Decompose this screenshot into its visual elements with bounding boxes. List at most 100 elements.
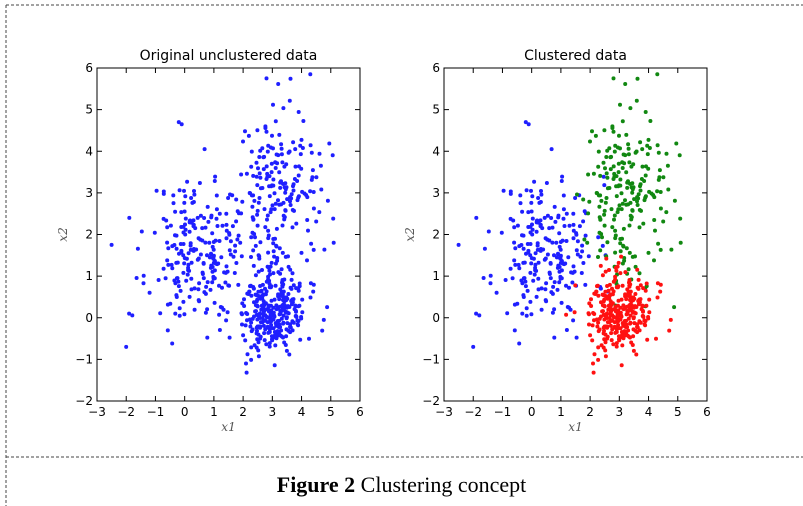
x-tick-label: 2 [239, 405, 247, 419]
scatter-point [602, 183, 607, 188]
scatter-point [556, 251, 560, 256]
scatter-point [262, 338, 267, 343]
scatter-point [275, 329, 280, 334]
scatter-point [526, 210, 531, 215]
scatter-point [512, 328, 517, 333]
scatter-point [512, 258, 517, 263]
scatter-point [624, 170, 629, 175]
scatter-point [539, 286, 544, 291]
scatter-point [166, 262, 171, 267]
scatter-point [561, 193, 566, 198]
scatter-point [183, 227, 188, 232]
scatter-point [543, 298, 548, 303]
scatter-point [638, 140, 643, 145]
scatter-point [602, 303, 606, 308]
scatter-point [266, 330, 271, 335]
scatter-point [293, 164, 298, 169]
scatter-point [624, 132, 629, 137]
scatter-point [655, 281, 660, 286]
scatter-point [266, 250, 271, 255]
scatter-point [637, 225, 642, 230]
scatter-point [291, 140, 296, 145]
scatter-point [669, 247, 674, 252]
scatter-point [264, 289, 269, 294]
scatter-point [285, 197, 290, 202]
scatter-point [281, 106, 286, 111]
scatter-point [552, 307, 557, 312]
y-tick-label: 6 [432, 61, 440, 75]
scatter-point [598, 263, 603, 268]
scatter-point [658, 247, 663, 252]
x-axis-label: x1 [221, 420, 235, 434]
scatter-point [170, 244, 175, 249]
scatter-point [518, 193, 523, 198]
scatter-point [603, 269, 608, 274]
scatter-point [632, 197, 637, 202]
scatter-point [273, 283, 278, 288]
caption-text: Clustering concept [355, 472, 527, 497]
scatter-point [232, 271, 237, 275]
scatter-point [197, 281, 202, 286]
scatter-point [545, 252, 550, 257]
scatter-point [271, 177, 276, 182]
scatter-point [529, 261, 534, 266]
scatter-point [635, 285, 640, 290]
scatter-point [267, 194, 272, 199]
scatter-point [613, 265, 618, 270]
scatter-point [201, 261, 206, 265]
scatter-point [139, 229, 144, 234]
scatter-point [643, 288, 648, 293]
scatter-point [279, 267, 284, 272]
scatter-point [281, 320, 286, 325]
scatter-point [224, 211, 229, 216]
scatter-point [608, 155, 613, 160]
y-tick-label: −2 [75, 394, 93, 408]
scatter-point [286, 254, 290, 259]
scatter-point [275, 256, 280, 260]
scatter-point [279, 293, 284, 298]
scatter-point [161, 266, 166, 271]
scatter-point [262, 331, 267, 336]
scatter-point [626, 142, 631, 147]
scatter-point [250, 327, 255, 332]
scatter-point [191, 218, 196, 223]
scatter-point [225, 310, 230, 315]
scatter-point [320, 328, 325, 333]
scatter-point [559, 268, 564, 273]
scatter-point [211, 247, 216, 252]
scatter-point [296, 319, 301, 323]
scatter-point [277, 202, 282, 207]
scatter-point [225, 269, 230, 274]
scatter-point [215, 224, 220, 228]
scatter-point [308, 189, 313, 194]
scatter-point [249, 357, 254, 362]
scatter-point [573, 196, 578, 200]
scatter-point [233, 249, 238, 254]
scatter-point [571, 318, 576, 323]
scatter-point [640, 147, 645, 152]
scatter-point [612, 213, 617, 218]
scatter-point [269, 170, 274, 175]
scatter-point [571, 211, 576, 216]
scatter-point [619, 363, 624, 368]
scatter-point [508, 216, 513, 221]
scatter-point [596, 164, 601, 169]
scatter-point [552, 204, 557, 209]
scatter-point [280, 223, 285, 228]
scatter-point [630, 190, 635, 195]
y-tick-label: 1 [85, 269, 93, 283]
scatter-point [280, 160, 285, 165]
scatter-point [665, 163, 670, 168]
scatter-point [175, 260, 180, 265]
scatter-point [551, 284, 556, 289]
scatter-point [277, 170, 282, 175]
scatter-point [224, 236, 229, 241]
scatter-point [254, 299, 259, 304]
scatter-point [564, 283, 568, 288]
scatter-point [192, 189, 196, 193]
scatter-point [196, 287, 201, 292]
scatter-point [558, 255, 563, 260]
scatter-point [638, 320, 643, 325]
scatter-point [288, 195, 293, 200]
